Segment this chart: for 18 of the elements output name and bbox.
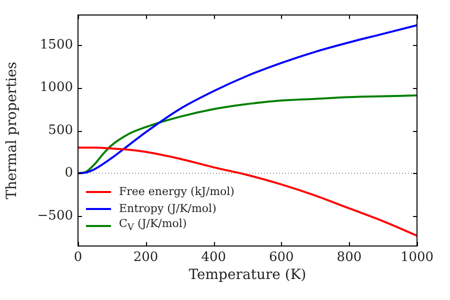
legend-label: Free energy (kJ/mol) — [119, 185, 234, 198]
y-tick-label: 1500 — [40, 37, 73, 52]
line-series — [78, 146, 417, 237]
y-axis-title: Thermal properties — [4, 62, 20, 200]
y-tick-label: −500 — [37, 208, 73, 224]
x-tick-label: 0 — [74, 250, 82, 266]
x-tick-label: 400 — [201, 250, 226, 266]
y-tick-label: 1000 — [40, 80, 73, 96]
x-tick-label: 800 — [336, 250, 362, 266]
x-tick-label: 1000 — [400, 250, 434, 266]
legend-label: Entropy (J/K/mol) — [119, 202, 216, 215]
y-tick-label: 0 — [64, 166, 73, 181]
legend-label: C$_{V}$ (J/K/mol) — [119, 217, 187, 234]
y-tick-label: 500 — [48, 122, 73, 138]
line-series — [78, 24, 417, 174]
x-axis-title: Temperature (K) — [188, 267, 306, 284]
x-tick-label: 600 — [268, 250, 294, 266]
x-tick-label: 200 — [133, 250, 158, 266]
